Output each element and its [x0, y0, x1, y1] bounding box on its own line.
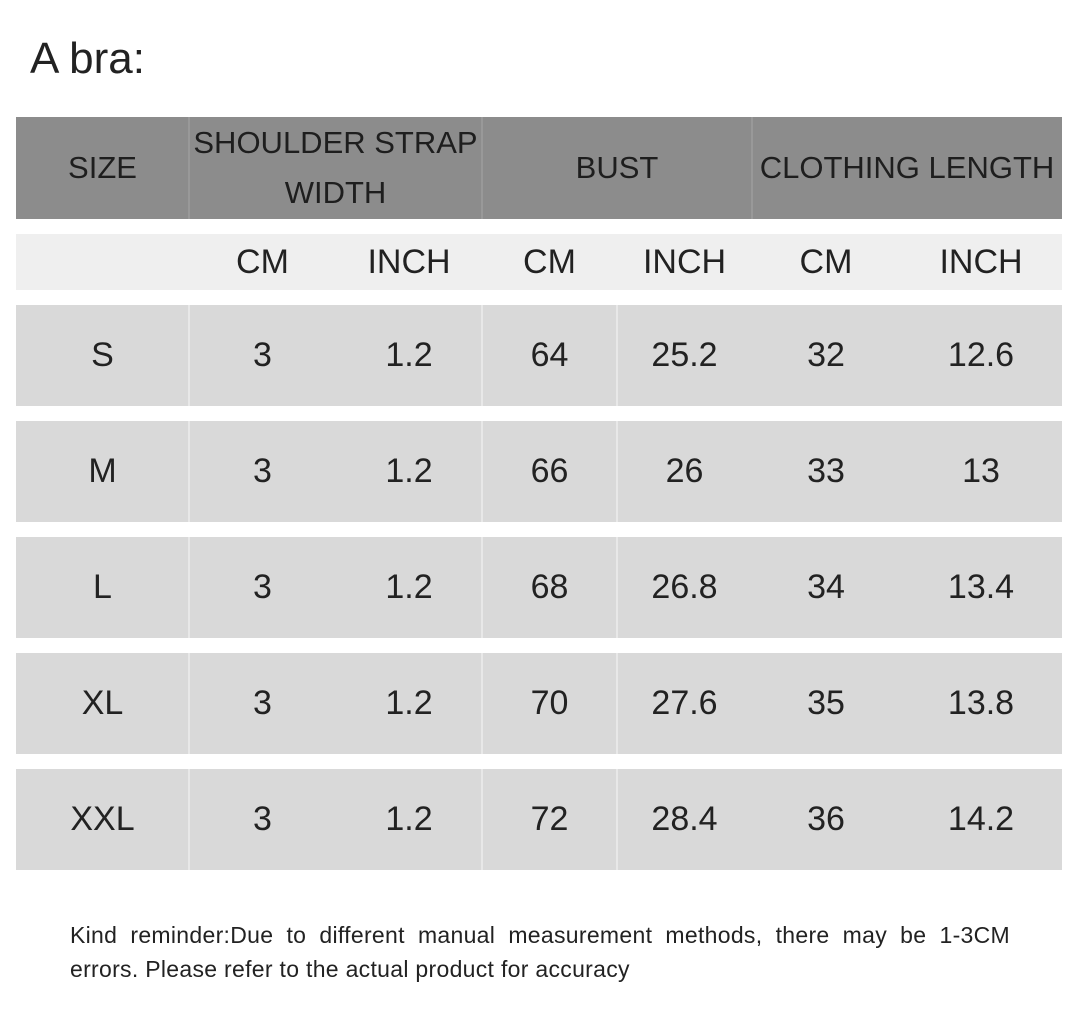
divider: [481, 769, 483, 870]
value-cell: 36: [752, 769, 900, 870]
size-cell: M: [16, 421, 189, 522]
value-cell: 13.4: [900, 537, 1062, 638]
size-table: SIZE SHOULDER STRAP WIDTH BUST CLOTHING LEN…: [16, 117, 1062, 870]
value-cell: 3: [189, 653, 336, 754]
value-cell: 3: [189, 305, 336, 406]
unit-cell: INCH: [617, 234, 752, 290]
value-cell: 14.2: [900, 769, 1062, 870]
unit-cell: CM: [752, 234, 900, 290]
divider: [616, 653, 618, 754]
unit-cell: [16, 234, 189, 290]
value-cell: 3: [189, 537, 336, 638]
divider: [481, 653, 483, 754]
value-cell: 32: [752, 305, 900, 406]
divider: [188, 305, 190, 406]
divider: [188, 421, 190, 522]
divider: [481, 537, 483, 638]
value-cell: 66: [482, 421, 617, 522]
divider: [616, 421, 618, 522]
value-cell: 1.2: [336, 537, 482, 638]
divider: [188, 537, 190, 638]
unit-cell: CM: [482, 234, 617, 290]
unit-cell: CM: [189, 234, 336, 290]
divider: [188, 653, 190, 754]
divider: [616, 769, 618, 870]
value-cell: 28.4: [617, 769, 752, 870]
value-cell: 1.2: [336, 421, 482, 522]
header-cell: BUST: [482, 117, 752, 219]
value-cell: 33: [752, 421, 900, 522]
divider: [188, 117, 190, 219]
value-cell: 34: [752, 537, 900, 638]
value-cell: 3: [189, 421, 336, 522]
header-cell: CLOTHING LENGTH: [752, 117, 1062, 219]
value-cell: 25.2: [617, 305, 752, 406]
unit-cell: INCH: [336, 234, 482, 290]
divider: [188, 769, 190, 870]
size-cell: XXL: [16, 769, 189, 870]
divider: [616, 305, 618, 406]
divider: [616, 537, 618, 638]
value-cell: 1.2: [336, 769, 482, 870]
value-cell: 35: [752, 653, 900, 754]
note: Kind reminder:Due to different manual me…: [70, 922, 1010, 982]
value-cell: 26.8: [617, 537, 752, 638]
size-cell: S: [16, 305, 189, 406]
header-cell: SHOULDER STRAP WIDTH: [189, 117, 482, 219]
value-cell: 13: [900, 421, 1062, 522]
value-cell: 68: [482, 537, 617, 638]
value-cell: 13.8: [900, 653, 1062, 754]
header-cell: SIZE: [16, 117, 189, 219]
value-cell: 3: [189, 769, 336, 870]
value-cell: 1.2: [336, 305, 482, 406]
value-cell: 64: [482, 305, 617, 406]
value-cell: 27.6: [617, 653, 752, 754]
value-cell: 72: [482, 769, 617, 870]
size-cell: XL: [16, 653, 189, 754]
divider: [481, 421, 483, 522]
divider: [481, 117, 483, 219]
value-cell: 26: [617, 421, 752, 522]
title: A bra:: [30, 34, 145, 83]
divider: [751, 117, 753, 219]
value-cell: 1.2: [336, 653, 482, 754]
value-cell: 70: [482, 653, 617, 754]
unit-cell: INCH: [900, 234, 1062, 290]
value-cell: 12.6: [900, 305, 1062, 406]
size-cell: L: [16, 537, 189, 638]
divider: [481, 305, 483, 406]
